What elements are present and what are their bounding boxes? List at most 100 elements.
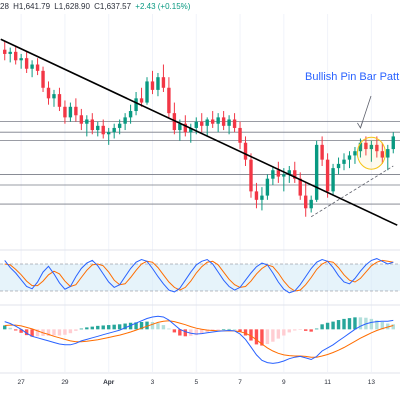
candle-down — [3, 49, 7, 54]
candle-up — [358, 142, 363, 152]
candle-up — [30, 64, 34, 69]
candle-down — [276, 170, 281, 177]
date-tick-label: 29 — [61, 379, 69, 386]
macd-histogram-bar — [30, 329, 34, 337]
candle-up — [178, 123, 182, 131]
macd-histogram-bar — [265, 329, 270, 345]
stochastic-panel — [0, 258, 400, 294]
macd-histogram-bar — [238, 329, 242, 332]
macd-histogram-bar — [205, 329, 209, 333]
macd-histogram-bar — [123, 323, 127, 330]
chart-grid — [0, 14, 400, 374]
candle-down — [320, 144, 324, 160]
macd-histogram-bar — [3, 325, 7, 330]
macd-histogram-bar — [52, 329, 56, 336]
candle-down — [375, 144, 379, 152]
macd-histogram-bar — [183, 329, 188, 337]
macd-histogram-bar — [139, 321, 144, 330]
candle-up — [156, 77, 160, 90]
candle-up — [287, 170, 291, 175]
candle-down — [74, 106, 78, 116]
macd-histogram-bar — [232, 329, 237, 330]
candlestick-series — [3, 41, 395, 217]
candle-up — [134, 98, 138, 112]
candle-up — [194, 121, 198, 128]
macd-histogram-bar — [320, 324, 324, 330]
ohlc-header: 28 H1,641.79 L1,628.90 C1,637.57 +2.43 (… — [0, 0, 400, 14]
trend-lines — [0, 38, 398, 226]
candle-down — [364, 142, 368, 150]
macd-histogram-bar — [178, 329, 182, 336]
candle-up — [282, 174, 286, 177]
macd-histogram-bar — [287, 329, 291, 333]
candle-up — [19, 58, 23, 61]
macd-histogram-bar — [150, 321, 155, 330]
stochastic-d-line — [4, 259, 394, 292]
macd-histogram-bar — [260, 329, 264, 346]
candle-up — [314, 144, 319, 200]
candle-down — [161, 77, 166, 88]
candle-down — [249, 159, 253, 192]
macd-histogram-bar — [24, 329, 29, 336]
macd-histogram-bar — [74, 329, 78, 331]
candle-down — [380, 151, 385, 158]
macd-histogram-bar — [194, 329, 198, 336]
macd-histogram-bar — [68, 329, 73, 334]
candle-up — [336, 163, 341, 169]
candle-up — [52, 94, 56, 99]
candle-up — [112, 127, 116, 133]
macd-histogram-bar — [336, 320, 341, 330]
macd-histogram-bar — [386, 323, 390, 330]
stochastic-k-line — [4, 258, 394, 294]
ohlc-high: H1,641.79 — [13, 2, 51, 11]
date-tick-label: 27 — [18, 379, 26, 386]
macd-histogram-bar — [271, 329, 275, 342]
candle-down — [221, 117, 226, 126]
candle-down — [293, 170, 297, 179]
macd-histogram-bar — [145, 321, 149, 330]
candle-up — [309, 199, 313, 209]
candle-up — [205, 119, 209, 126]
macd-histogram-bar — [19, 329, 23, 333]
macd-histogram-bar — [243, 329, 248, 336]
macd-histogram-bar — [325, 322, 330, 330]
candle-down — [13, 51, 18, 61]
date-tick-label: 5 — [194, 379, 198, 386]
macd-histogram-bar — [216, 329, 220, 330]
macd-histogram-bar — [391, 324, 395, 330]
candle-up — [85, 119, 89, 124]
candle-down — [41, 70, 45, 88]
macd-histogram-bar — [128, 322, 133, 330]
candle-up — [260, 195, 264, 200]
candle-down — [298, 178, 302, 196]
macd-histogram-bar — [46, 329, 51, 336]
macd-histogram-bar — [369, 318, 374, 330]
candle-down — [63, 106, 67, 118]
candle-up — [265, 178, 270, 196]
macd-histogram-bar — [309, 329, 313, 332]
candle-down — [238, 127, 242, 143]
support-trendline — [310, 165, 394, 218]
macd-histogram-bar — [314, 328, 319, 330]
macd-histogram-bar — [276, 329, 281, 339]
candle-down — [57, 94, 62, 107]
macd-signal-line — [4, 320, 394, 358]
macd-histogram-bar — [161, 325, 166, 330]
date-tick-label: 13 — [368, 379, 376, 386]
macd-histogram-bar — [8, 327, 12, 330]
macd-histogram-bar — [79, 328, 84, 330]
date-tick-label: 3 — [151, 379, 155, 386]
macd-histogram-bar — [254, 329, 259, 345]
candle-down — [90, 119, 94, 131]
ohlc-change: +2.43 (+0.15%) — [135, 2, 191, 11]
macd-histogram-bar — [342, 318, 346, 330]
macd-histogram-bar — [107, 325, 111, 330]
macd-histogram-bar — [96, 325, 100, 330]
horizontal-levels — [0, 121, 400, 205]
macd-histogram-bar — [156, 323, 160, 330]
macd-histogram-bar — [35, 329, 40, 337]
candle-down — [325, 159, 330, 192]
macd-histogram-bar — [227, 328, 231, 330]
candle-up — [107, 132, 111, 135]
